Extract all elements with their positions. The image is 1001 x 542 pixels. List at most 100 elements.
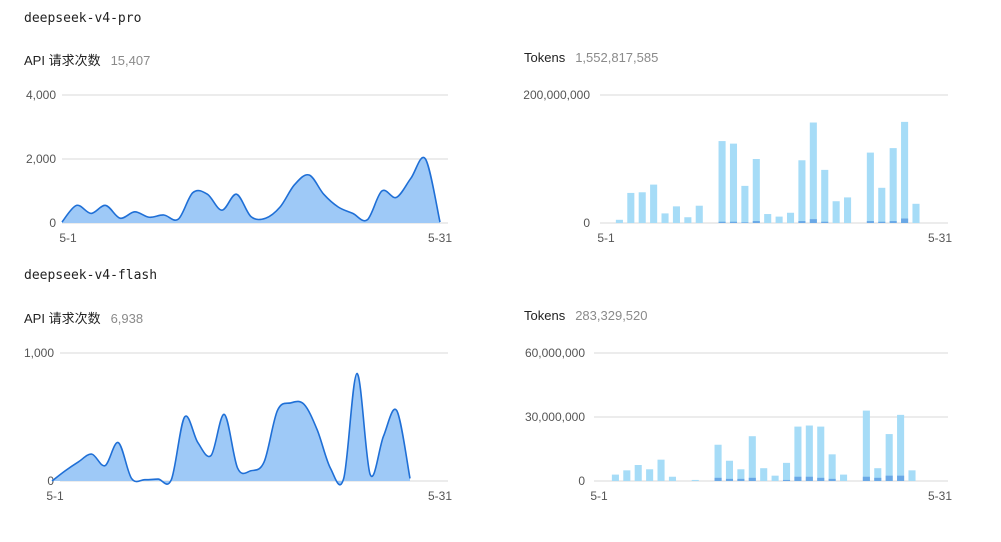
metric-value: 15,407 [110, 53, 151, 68]
bar-13[interactable] [748, 436, 756, 481]
pro-requests-chart[interactable]: 0 2,000 4,000 5-1 5-31 [0, 85, 470, 250]
bar-secondary-11 [729, 221, 738, 223]
metric-value: 6,938 [110, 311, 144, 326]
bar-19[interactable] [821, 169, 829, 223]
series-line [61, 156, 441, 223]
bar-secondary-18 [805, 476, 813, 481]
bar-15[interactable] [771, 475, 779, 481]
bar-24[interactable] [878, 187, 886, 223]
bar-12[interactable] [737, 469, 745, 481]
bar-27[interactable] [908, 470, 916, 481]
bar-14[interactable] [764, 214, 772, 223]
pro-tokens-metric: Tokens 1,552,817,585 [524, 50, 658, 65]
bar-4[interactable] [646, 469, 654, 481]
bar-secondary-19 [817, 477, 825, 481]
bar-16[interactable] [786, 212, 795, 223]
bar-21[interactable] [840, 474, 848, 481]
x-tick-label-end: 5-31 [428, 489, 452, 503]
bar-25[interactable] [885, 434, 893, 481]
x-tick-label-start: 5-1 [59, 231, 77, 245]
bar-16[interactable] [782, 462, 791, 481]
y-tick-label: 4,000 [26, 88, 56, 102]
bar-23[interactable] [862, 410, 870, 481]
bar-27[interactable] [912, 203, 920, 223]
bar-3[interactable] [634, 465, 642, 481]
metric-label: API 请求次数 [24, 311, 101, 326]
bar-3[interactable] [638, 192, 646, 223]
bar-26[interactable] [901, 121, 909, 223]
bar-secondary-12 [741, 222, 749, 223]
bar-secondary-24 [878, 221, 886, 223]
bar-secondary-25 [885, 475, 893, 481]
pro-tokens-chart[interactable]: 0 200,000,000 5-1 5-31 [500, 85, 970, 250]
pro-requests-metric: API 请求次数 15,407 [24, 50, 150, 69]
x-tick-label-end: 5-31 [428, 231, 452, 245]
y-tick-label: 200,000,000 [523, 88, 590, 102]
y-tick-label: 0 [49, 216, 56, 230]
y-tick-label: 60,000,000 [525, 346, 585, 360]
bar-24[interactable] [874, 468, 882, 481]
bar-secondary-23 [866, 221, 874, 223]
bar-4[interactable] [650, 184, 658, 223]
bar-secondary-17 [798, 221, 806, 223]
bar-21[interactable] [844, 197, 852, 223]
flash-tokens-metric: Tokens 283,329,520 [524, 308, 648, 323]
metric-label: Tokens [524, 308, 566, 323]
y-tick-label: 0 [583, 216, 590, 230]
bar-8[interactable] [695, 205, 703, 223]
bar-20[interactable] [828, 454, 836, 481]
bar-secondary-10 [718, 221, 726, 223]
bar-6[interactable] [668, 476, 676, 481]
bar-8[interactable] [691, 479, 699, 481]
x-tick-label-start: 5-1 [597, 231, 615, 245]
bar-12[interactable] [741, 185, 749, 223]
bar-18[interactable] [805, 425, 813, 481]
metric-value: 283,329,520 [575, 308, 648, 323]
bar-14[interactable] [760, 468, 768, 481]
bar-1[interactable] [615, 219, 623, 223]
bar-1[interactable] [611, 474, 619, 481]
bar-10[interactable] [714, 444, 722, 481]
series-line [51, 372, 411, 486]
bar-secondary-12 [737, 478, 745, 481]
flash-tokens-chart[interactable]: 0 30,000,000 60,000,000 5-1 5-31 [500, 343, 970, 508]
y-tick-label: 2,000 [26, 152, 56, 166]
bar-6[interactable] [672, 206, 680, 223]
bar-2[interactable] [623, 470, 631, 481]
bar-17[interactable] [794, 426, 802, 481]
bar-secondary-18 [809, 219, 817, 223]
bar-20[interactable] [832, 201, 840, 223]
bar-11[interactable] [725, 460, 734, 481]
y-tick-label: 0 [47, 474, 54, 488]
bar-18[interactable] [809, 122, 817, 223]
bar-secondary-25 [889, 221, 897, 223]
model-title-flash: deepseek-v4-flash [24, 268, 158, 283]
bar-secondary-13 [748, 477, 756, 481]
bar-secondary-20 [828, 478, 836, 481]
bar-5[interactable] [661, 213, 669, 223]
bar-secondary-10 [714, 477, 722, 481]
x-tick-label-end: 5-31 [928, 231, 952, 245]
bar-10[interactable] [718, 141, 726, 223]
metric-label: API 请求次数 [24, 53, 101, 68]
bar-13[interactable] [752, 159, 760, 223]
bar-19[interactable] [817, 426, 825, 481]
bar-23[interactable] [866, 152, 874, 223]
bar-2[interactable] [627, 192, 635, 223]
y-tick-label: 30,000,000 [525, 410, 585, 424]
bar-secondary-11 [725, 478, 734, 481]
bar-secondary-17 [794, 476, 802, 481]
bar-15[interactable] [775, 216, 783, 223]
bar-7[interactable] [684, 217, 692, 223]
flash-requests-chart[interactable]: 0 1,000 5-1 5-31 [0, 343, 470, 508]
bar-17[interactable] [798, 160, 806, 223]
x-tick-label-end: 5-31 [928, 489, 952, 503]
x-tick-label-start: 5-1 [590, 489, 608, 503]
bar-secondary-26 [901, 218, 909, 223]
bar-5[interactable] [657, 459, 665, 481]
bar-11[interactable] [729, 143, 738, 223]
bar-26[interactable] [897, 414, 905, 481]
bar-25[interactable] [889, 148, 897, 223]
model-title-pro: deepseek-v4-pro [24, 11, 142, 26]
bar-secondary-24 [874, 477, 882, 481]
